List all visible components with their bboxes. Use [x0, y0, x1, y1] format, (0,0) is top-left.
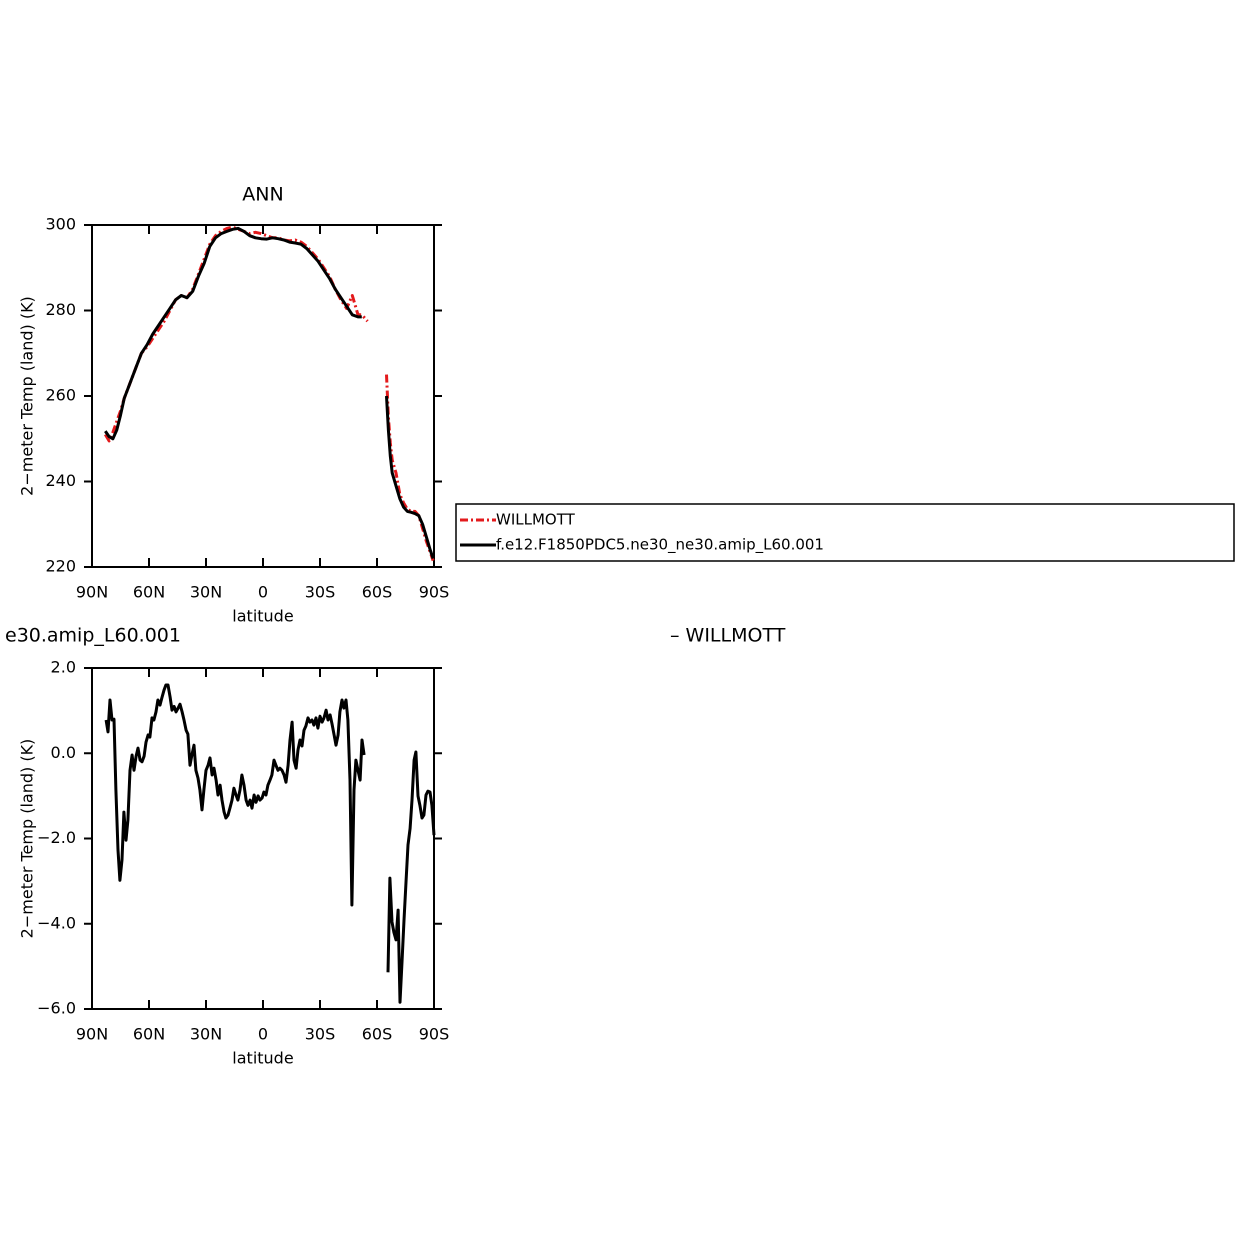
data-line	[104, 683, 436, 1004]
y-tick-label: 300	[45, 215, 76, 234]
y-tick-label: 240	[45, 471, 76, 490]
x-tick-label: 0	[258, 1025, 268, 1044]
x-tick-label: 90N	[76, 1025, 108, 1044]
x-tick-label: 90S	[419, 1025, 450, 1044]
x-tick-label: 60N	[133, 583, 165, 602]
chart-title: ANN	[242, 184, 283, 206]
x-tick-label: 30N	[190, 583, 222, 602]
x-tick-label: 60S	[362, 583, 393, 602]
y-tick-label: 2.0	[51, 658, 76, 677]
y-tick-label: 0.0	[51, 743, 76, 762]
x-tick-label: 30S	[305, 1025, 336, 1044]
x-tick-label: 60S	[362, 1025, 393, 1044]
legend-box	[455, 503, 1235, 562]
y-axis-label: 2−meter Temp (land) (K)	[18, 296, 37, 496]
y-tick-label: 260	[45, 386, 76, 405]
legend-label: WILLMOTT	[496, 511, 576, 529]
y-tick-label: 280	[45, 300, 76, 319]
y-tick-label: 220	[45, 557, 76, 576]
y-tick-label: −6.0	[37, 999, 76, 1018]
y-tick-label: −2.0	[37, 828, 76, 847]
x-tick-label: 0	[258, 583, 268, 602]
x-tick-label: 60N	[133, 1025, 165, 1044]
plot-frame	[91, 224, 435, 568]
x-tick-label: 90S	[419, 583, 450, 602]
right-title: – WILLMOTT	[670, 625, 786, 647]
y-axis-label: 2−meter Temp (land) (K)	[18, 739, 37, 939]
data-line	[104, 225, 435, 562]
legend-label: f.e12.F1850PDC5.ne30_ne30.amip_L60.001	[496, 536, 824, 555]
data-line	[104, 226, 435, 559]
x-tick-label: 30S	[305, 583, 336, 602]
left-title: e30.amip_L60.001	[5, 625, 181, 647]
plot-frame	[91, 667, 435, 1010]
y-tick-label: −4.0	[37, 913, 76, 932]
x-tick-label: 30N	[190, 1025, 222, 1044]
x-axis-label: latitude	[232, 607, 293, 626]
x-tick-label: 90N	[76, 583, 108, 602]
x-axis-label: latitude	[232, 1049, 293, 1068]
